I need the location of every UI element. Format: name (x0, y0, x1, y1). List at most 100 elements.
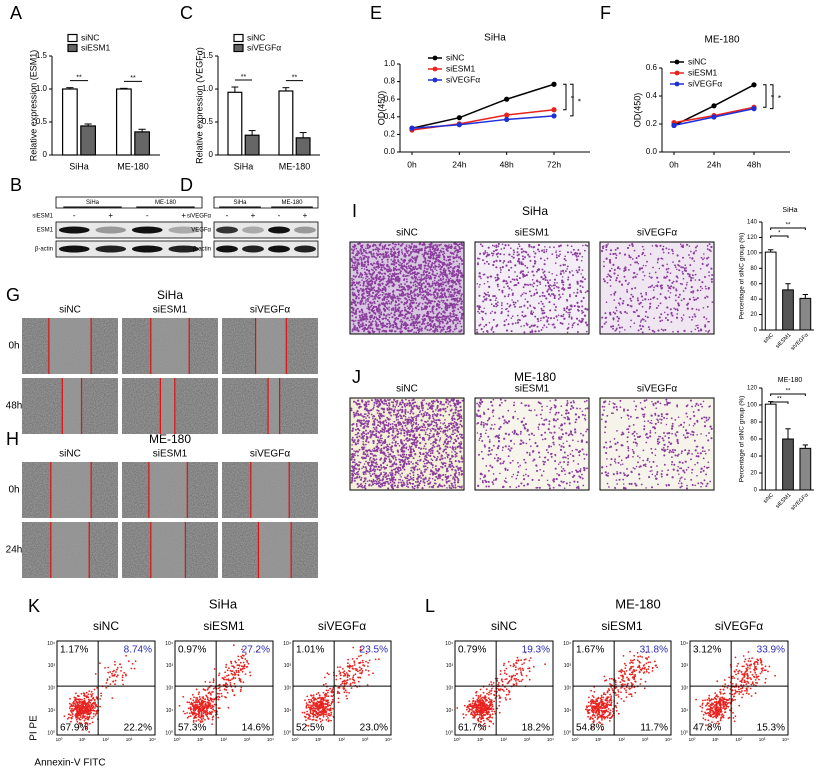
cell-dot (409, 281, 413, 284)
cell-dot (570, 245, 573, 248)
cell-dot (438, 303, 441, 306)
cell-dot (439, 331, 442, 333)
cell-dot (518, 243, 520, 245)
cell-dot (381, 414, 384, 417)
cell-dot (658, 267, 661, 270)
cell-dot (380, 322, 382, 324)
cell-dot (435, 288, 438, 291)
cell-dot (669, 272, 672, 274)
cell-dot (364, 487, 367, 490)
significance-bracket (563, 83, 567, 111)
cell-dot (478, 306, 481, 309)
cell-dot (576, 271, 579, 274)
cell-dot (509, 259, 512, 262)
cell-dot (357, 485, 360, 488)
cell-dot (388, 285, 390, 288)
cell-dot (537, 268, 540, 271)
cell-dot (437, 279, 440, 282)
cell-dot (495, 259, 498, 262)
cell-dot (457, 466, 459, 469)
cell-dot (633, 322, 636, 325)
cell-dot (511, 278, 514, 281)
cell-dot (542, 309, 545, 312)
cell-dot (550, 289, 553, 292)
cell-dot (385, 475, 388, 478)
cell-dot (391, 284, 394, 287)
cell-dot (362, 465, 365, 468)
y-tick-label: 140 (747, 220, 758, 226)
cell-dot (370, 295, 372, 298)
cell-dot (541, 249, 544, 252)
cell-dot (358, 263, 361, 266)
cell-dot (426, 310, 429, 314)
cell-dot (385, 280, 388, 283)
cell-dot (367, 298, 369, 301)
cell-dot (380, 311, 383, 314)
cell-dot (614, 291, 617, 294)
cell-dot (630, 319, 632, 322)
cell-dot (571, 326, 574, 329)
cell-dot (483, 292, 486, 295)
cell-dot (388, 432, 391, 434)
cell-dot (507, 244, 510, 247)
cell-dot (405, 302, 407, 304)
cell-dot (413, 314, 415, 317)
cell-dot (516, 275, 519, 278)
blot-band (268, 245, 290, 253)
cell-dot (644, 298, 647, 301)
cell-dot (429, 248, 431, 251)
cell-dot (674, 299, 677, 302)
cell-dot (373, 462, 375, 464)
cell-dot (403, 301, 406, 304)
cell-dot (669, 292, 672, 294)
legend-marker (674, 81, 680, 87)
cell-dot (417, 331, 420, 334)
cell-dot (400, 301, 403, 304)
cell-dot (361, 328, 364, 331)
cell-dot (443, 440, 447, 443)
cell-dot (536, 291, 539, 294)
cell-dot (449, 285, 452, 287)
cell-dot (666, 313, 669, 316)
cell-dot (357, 454, 359, 457)
cell-dot (659, 244, 662, 247)
cell-dot (454, 249, 457, 252)
cell-dot (358, 310, 361, 313)
cell-dot (452, 429, 455, 432)
cell-dot (457, 485, 459, 488)
cell-dot (533, 255, 536, 258)
cell-dot (409, 478, 412, 481)
cell-dot (413, 331, 415, 334)
cell-dot (377, 250, 380, 253)
cell-dot (491, 310, 493, 313)
cell-dot (382, 275, 385, 278)
cell-dot (692, 290, 695, 293)
cell-dot (483, 325, 486, 328)
cell-dot (607, 243, 609, 245)
cell-dot (373, 289, 376, 292)
cell-dot (553, 281, 556, 284)
cell-dot (537, 330, 540, 333)
cell-dot (430, 404, 433, 407)
cell-dot (450, 279, 453, 282)
cell-dot (568, 323, 570, 325)
cell-dot (365, 429, 367, 432)
cell-dot (447, 267, 450, 270)
cell-dot (363, 256, 366, 259)
cell-dot (460, 436, 462, 438)
cell-dot (537, 280, 539, 283)
cell-dot (427, 321, 429, 324)
cell-dot (458, 292, 461, 295)
cell-dot (487, 263, 490, 265)
cell-dot (538, 295, 541, 298)
cell-dot (538, 250, 541, 253)
cell-dot (657, 281, 660, 284)
cell-dot (439, 437, 442, 439)
cell-dot (399, 289, 401, 292)
cell-dot (581, 280, 584, 283)
cell-dot (575, 252, 579, 255)
treatment-sign: - (278, 211, 281, 220)
x-tick-label: 48h (500, 159, 514, 169)
cell-dot (443, 258, 446, 261)
cell-dot (361, 299, 364, 302)
